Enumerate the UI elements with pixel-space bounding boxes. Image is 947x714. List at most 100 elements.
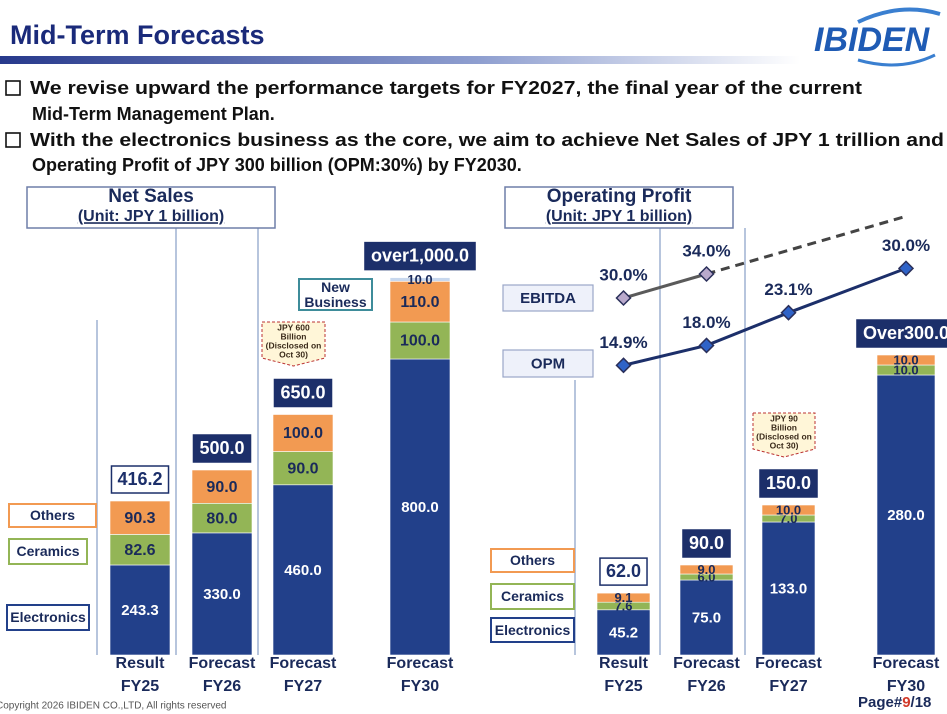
category-note: Forecast — [755, 655, 822, 672]
line — [623, 272, 707, 300]
category-label: FY26 — [687, 678, 725, 695]
category-label: FY25 — [121, 678, 159, 695]
value-label: 75.0 — [692, 609, 721, 626]
category-label: FY26 — [203, 678, 241, 695]
bullet-box — [5, 132, 21, 148]
chart-title: Net Sales — [108, 186, 194, 207]
category-note: Forecast — [873, 655, 940, 672]
value-label: 45.2 — [609, 624, 638, 641]
total-box — [110, 465, 170, 494]
legend-label: Others — [490, 548, 575, 573]
total-box — [759, 469, 818, 498]
bar-segment — [109, 500, 171, 535]
page-number: Page#9/18 — [858, 694, 931, 711]
legend-label: Ceramics — [8, 538, 88, 565]
bar-segment — [596, 592, 651, 603]
annotation-text: JPY 90 — [770, 413, 798, 423]
line-name: OPM — [531, 355, 565, 372]
total-label: 62.0 — [606, 561, 641, 581]
legend-label: New Business — [298, 278, 373, 311]
page-total: /18 — [911, 694, 932, 711]
value-label: 800.0 — [401, 499, 439, 516]
bullet-text: Mid-Term Management Plan. — [32, 104, 275, 124]
chart-subtitle: (Unit: JPY 1 billion) — [546, 208, 692, 225]
category-note: Forecast — [387, 655, 454, 672]
value-label: 82.6 — [124, 542, 155, 559]
bar-segment — [191, 502, 253, 534]
bar-segment — [389, 358, 451, 656]
value-label: 243.3 — [121, 602, 159, 619]
category-note: Result — [116, 655, 166, 672]
category-label: FY30 — [887, 678, 925, 695]
total-box — [192, 434, 252, 463]
annotation-text: (Disclosed on — [756, 431, 812, 441]
legend-item: Ceramics — [8, 538, 88, 565]
legend-item: Electronics — [6, 604, 90, 631]
value-label: 110.0 — [400, 294, 439, 311]
value-label: 100.0 — [283, 425, 323, 442]
page-current: 9 — [902, 694, 910, 711]
bar-segment — [272, 414, 334, 452]
chart-title-box — [504, 186, 734, 229]
category-note: Result — [599, 655, 649, 672]
annotation-text: Oct 30) — [770, 440, 799, 450]
category-note: Forecast — [673, 655, 740, 672]
value-label: 9.0 — [697, 562, 715, 577]
annotation-text: Billion — [771, 422, 797, 432]
total-box — [273, 378, 333, 408]
marker — [615, 289, 632, 307]
line-value-label: 23.1% — [764, 280, 812, 299]
bar-segment — [389, 280, 451, 323]
bar-segment — [272, 451, 334, 486]
legend-label: Others — [8, 503, 97, 528]
value-label: 280.0 — [887, 507, 925, 524]
bullet-text: With the electronics business as the cor… — [30, 130, 944, 150]
logo-swoosh — [857, 7, 941, 24]
chart-title-box — [26, 186, 276, 229]
line-name-box — [502, 349, 594, 378]
value-label: 10.0 — [407, 272, 432, 287]
chart-subtitle: (Unit: JPY 1 billion) — [78, 208, 224, 225]
legend-label: Ceramics — [490, 583, 575, 610]
bar-segment — [876, 374, 936, 656]
marker — [897, 260, 915, 277]
total-box — [364, 241, 476, 271]
annotation-tag — [752, 412, 816, 458]
legend-item: Others — [490, 548, 575, 573]
line-name: EBITDA — [520, 290, 576, 307]
value-label: 460.0 — [284, 562, 322, 579]
legend-item: Electronics — [490, 617, 575, 643]
total-label: 500.0 — [199, 438, 244, 458]
logo-swoosh — [857, 53, 936, 67]
title-underline — [0, 56, 800, 64]
category-label: FY27 — [284, 678, 322, 695]
category-label: FY27 — [769, 678, 807, 695]
legend-label: Electronics — [490, 617, 575, 643]
bar-segment — [109, 564, 171, 656]
bar-segment — [761, 521, 816, 656]
value-label: 90.0 — [206, 479, 237, 496]
line-value-label: 14.9% — [599, 333, 647, 352]
annotation-text: (Disclosed on — [266, 340, 322, 350]
value-label: 90.0 — [287, 460, 318, 477]
category-label: FY30 — [401, 678, 439, 695]
value-label: 330.0 — [203, 586, 241, 603]
annotation-text: Billion — [281, 331, 307, 341]
value-label: 9.1 — [614, 590, 632, 605]
total-label: 90.0 — [689, 533, 724, 553]
value-label: 80.0 — [206, 510, 237, 527]
line-value-label: 18.0% — [682, 313, 730, 332]
value-label: 10.0 — [893, 362, 918, 377]
line-value-label: 30.0% — [599, 265, 647, 284]
total-label: 416.2 — [117, 469, 162, 489]
line-name-box — [502, 284, 594, 312]
marker — [615, 357, 632, 374]
line-value-label: 30.0% — [882, 236, 930, 255]
legend-label: Electronics — [6, 604, 90, 631]
category-note: Forecast — [270, 655, 337, 672]
total-label: over1,000.0 — [371, 245, 469, 265]
line — [623, 266, 907, 367]
category-label: FY25 — [604, 678, 642, 695]
total-box — [856, 319, 947, 348]
marker — [698, 337, 715, 354]
